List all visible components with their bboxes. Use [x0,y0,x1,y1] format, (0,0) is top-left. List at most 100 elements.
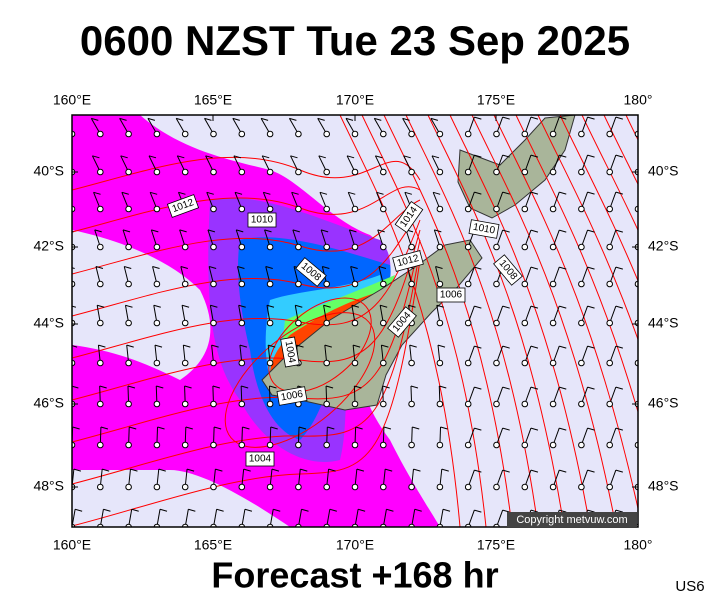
station [606,483,614,491]
wind-barb-feather [317,117,325,121]
wind-barb-feather [126,344,134,348]
wind-barb-feather [325,385,334,389]
wind-barb-feather [298,426,307,430]
station [266,400,274,408]
wind-barb-feather [119,117,127,121]
wind-barb-feather [374,117,382,121]
wind-barb-feather [205,155,213,159]
wind-barb-feather [211,344,219,348]
lat-label-right: 48°S [648,478,679,494]
lon-label-top: 160°E [53,92,91,108]
wind-barb-feather [210,304,218,308]
station [436,130,444,138]
wind-barb-feather [176,117,184,121]
station [266,168,274,176]
wind-barb-feather [351,304,360,308]
station [238,400,246,408]
wind-barb-feather [435,266,443,270]
wind-barb-feather [530,469,539,473]
wind-barb-feather [102,468,110,472]
wind-barb-feather [403,155,411,159]
isobar-label: 1006 [276,386,308,406]
wind-barb [637,525,638,527]
station [153,168,161,176]
wind-barb-feather [441,468,449,472]
wind-barb [637,282,638,284]
wind-barb-feather [156,385,164,389]
station [266,319,274,327]
isobar-label-box [394,200,424,234]
wind-barb-feather [352,344,361,348]
wind-barb-feather [204,117,212,121]
station [295,168,302,176]
wind-barb-feather [120,155,128,159]
station [323,483,331,491]
station [295,441,302,449]
station [323,280,331,288]
wind-barb-feather [587,229,595,233]
station [521,243,529,251]
wind-barb-feather [644,510,651,512]
station [323,205,331,213]
station [351,441,359,449]
station [97,280,104,288]
wind-barb [637,361,638,363]
station [153,205,161,213]
station [97,359,104,367]
wind-barb [637,443,638,445]
wind-barb-feather [502,386,510,390]
isobar-label: 1012 [392,250,424,272]
wind-barb-feather [502,305,510,309]
isobar-label-box [436,287,466,303]
wind-barb-feather [92,155,100,159]
wind-barb-feather [318,155,326,159]
isobar-label: 1006 [436,287,466,303]
wind-barb-feather [644,192,651,194]
wind-barb-feather [270,426,278,430]
wind-barb-feather [530,116,539,120]
station [181,441,189,449]
station [295,280,302,288]
wind-barb-feather [295,304,303,308]
isobar-label-box [387,306,417,338]
station [606,205,614,213]
wind-barb-feather [354,385,362,389]
station [549,400,557,408]
station [351,359,359,367]
wind-barb-feather [644,346,651,348]
station [578,483,585,491]
station [125,441,132,449]
wind-barb-feather [375,155,383,159]
land-south-island [261,239,483,411]
station [125,359,132,367]
station [181,483,189,491]
wind-barb-feather [474,305,482,309]
wind-barb-feather [159,508,168,512]
lat-label-right: 44°S [648,315,679,331]
wind-barb-feather [181,304,190,308]
lat-label-left: 42°S [33,238,64,254]
wind-barb-feather [376,191,384,195]
station [549,441,557,449]
wind-barb-feather [242,426,250,430]
station [153,319,161,327]
station [153,243,161,251]
station [181,400,189,408]
wind-barb-feather [125,304,133,308]
wind-barb-feather [131,508,139,512]
wind-barb-feather [93,191,101,195]
wind-barb-feather [587,345,595,349]
isobar-label-box [493,254,523,286]
wind-barb-feather [72,345,78,348]
station [464,280,472,288]
wind-barb-feather [273,508,281,512]
isobar-label: 1004 [280,336,300,368]
wind-barb-feather [530,386,539,390]
wind-barb [637,132,638,134]
station [436,441,444,449]
station [210,400,217,408]
wind-barb-feather [269,385,277,389]
wind-barb-feather [434,229,442,233]
isobar-label-box [392,250,424,272]
station [549,130,557,138]
